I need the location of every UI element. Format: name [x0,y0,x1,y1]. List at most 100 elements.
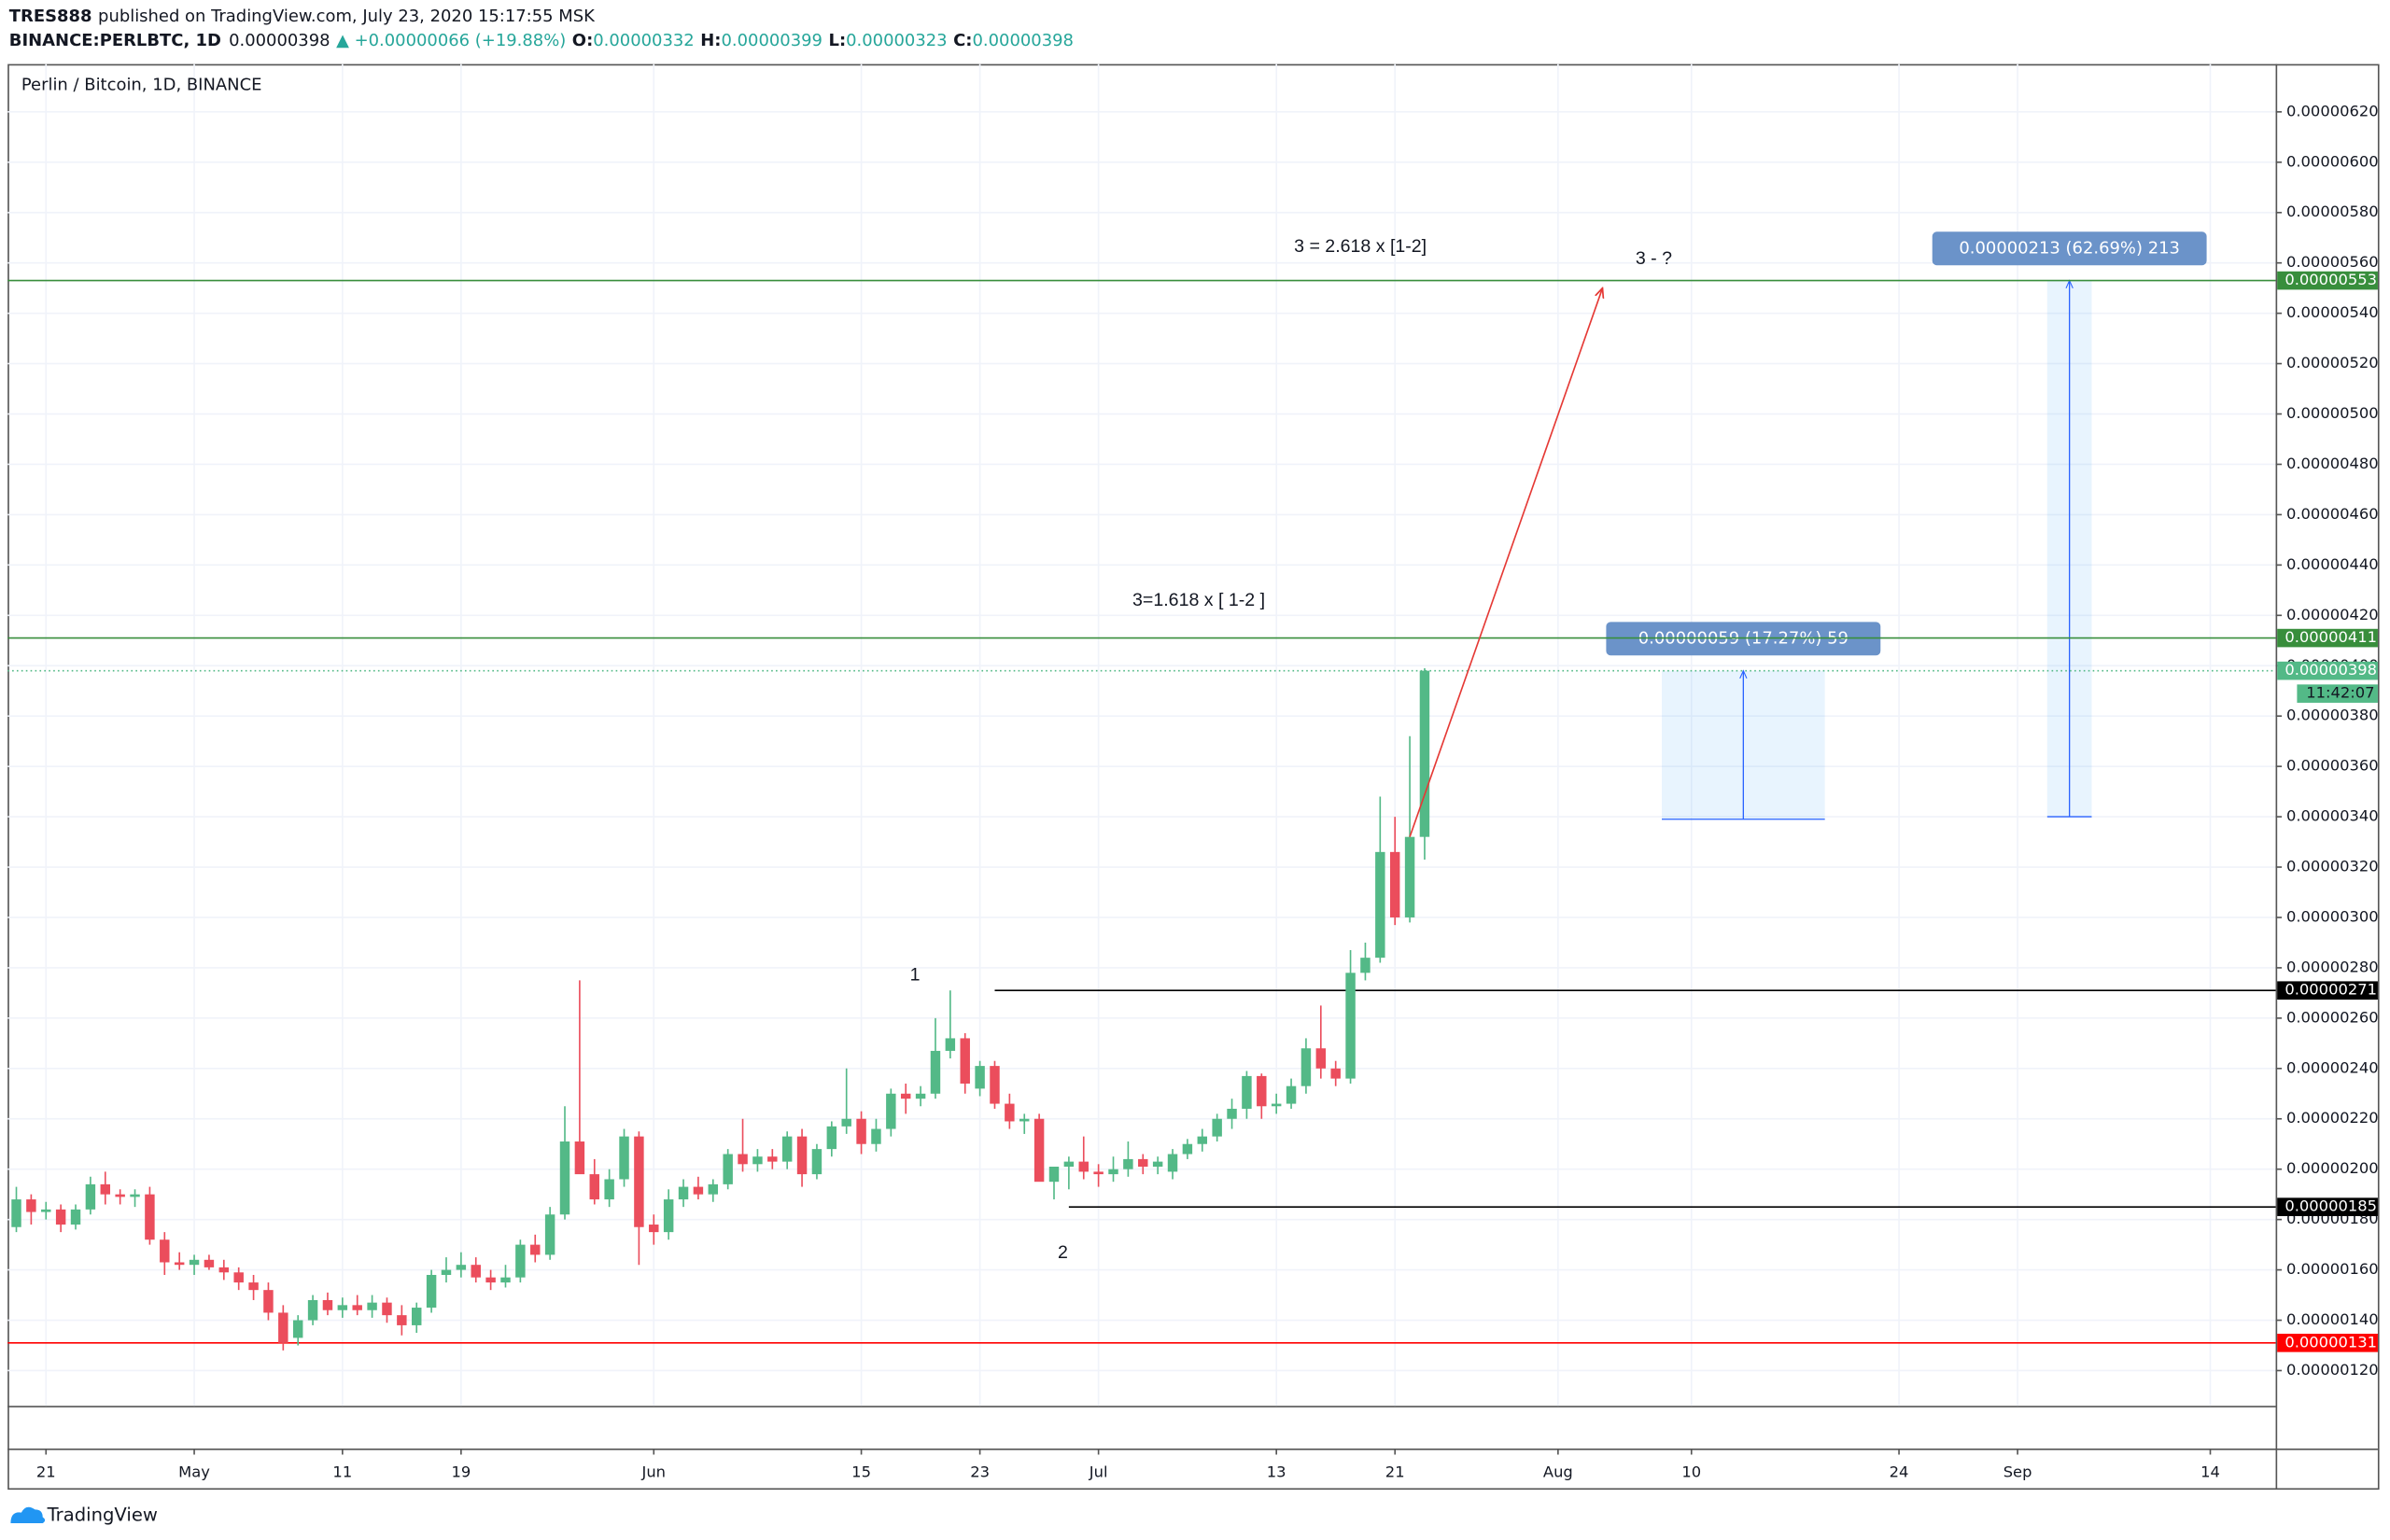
candle-body [1123,1158,1133,1169]
y-tick-label: 0.00000360 [2286,757,2379,775]
candle-body [441,1269,452,1275]
candle-body [337,1305,348,1310]
ohlc-value: 0.00000399 [721,31,822,50]
ohlc-key: O: [572,31,593,50]
candle-body [85,1183,96,1210]
candle-body [412,1308,422,1325]
candle-body [871,1128,881,1144]
candle-body [1315,1048,1327,1069]
y-tick-label: 0.00000560 [2286,253,2379,271]
x-tick-label: 11 [332,1463,352,1481]
candle-body [1212,1118,1222,1137]
ohlc-value: 0.00000323 [846,31,947,50]
candle-body [960,1038,970,1084]
x-tick-label: Sep [2003,1463,2032,1481]
footer-logo [10,1506,46,1524]
candle-body [160,1239,170,1263]
candle-body [826,1126,837,1150]
ohlc-key: H: [700,31,721,50]
candle-body [1048,1167,1060,1183]
x-tick-label: 15 [851,1463,871,1481]
candle-body [619,1136,629,1180]
candle-body [1286,1085,1297,1104]
level-label-box [2277,271,2378,290]
candle-body [1345,973,1356,1079]
y-tick-label: 0.00000320 [2286,858,2379,875]
x-tick-label: 21 [36,1463,56,1481]
candle-body [26,1199,36,1212]
level-label-box [2277,1334,2378,1352]
candle-body [530,1244,541,1255]
annotation: 2 [1058,1242,1068,1263]
annotation: 3 = 2.618 x [1-2] [1294,236,1427,257]
candle-body [975,1066,985,1089]
candle-body [900,1093,911,1099]
level-label: 0.00000553 [2285,271,2377,288]
candle-body [1078,1161,1089,1172]
candle-body [456,1265,467,1270]
candle-body [248,1282,259,1291]
ohlc-key: L: [829,31,847,50]
candle-body [856,1118,866,1144]
level-label: 0.00000271 [2285,981,2377,999]
candle-body [1108,1169,1118,1175]
candle-body [589,1174,599,1200]
candle-body [1419,670,1430,837]
candle-body [796,1136,808,1175]
x-tick-label: Jul [1089,1463,1108,1481]
candle-body [292,1320,303,1338]
x-tick-label: 13 [1267,1463,1286,1481]
candle-body [263,1290,274,1313]
candle-body [41,1209,51,1212]
annotation: 3=1.618 x [ 1-2 ] [1132,590,1265,610]
projection-arrow [1409,288,1602,837]
candle-body [930,1050,941,1094]
y-tick-label: 0.00000460 [2286,505,2379,523]
candle-body [1167,1154,1178,1172]
x-tick-label: 19 [451,1463,471,1481]
y-tick-label: 0.00000440 [2286,555,2379,573]
y-tick-label: 0.00000600 [2286,152,2379,170]
axes: 21 May 11 19 Jun 15 23 Jul 13 21 Aug 10 24 Sep 140.000… [36,102,2379,1480]
y-tick-label: 0.00000200 [2286,1159,2379,1177]
level-label: 0.00000185 [2285,1197,2377,1215]
x-tick-label: May [178,1463,210,1481]
y-tick-label: 0.00000140 [2286,1310,2379,1328]
level-label: 0.00000131 [2285,1333,2377,1351]
candle-body [218,1267,230,1273]
candle-body [723,1154,733,1184]
candle-body [634,1136,644,1227]
candle-body [307,1299,318,1321]
candle-body [471,1265,481,1278]
candle-body [767,1156,778,1162]
y-tick-label: 0.00000500 [2286,404,2379,422]
x-tick-label: 21 [1385,1463,1405,1481]
candle-body [1404,836,1415,917]
countdown-box [2297,684,2378,703]
y-tick-label: 0.00000580 [2286,203,2379,220]
candle-body [1271,1103,1282,1107]
y-tick-label: 0.00000480 [2286,455,2379,472]
ohlc-key: C: [953,31,972,50]
annotation: 3 - ? [1636,248,1672,269]
level-label-box [2277,1197,2378,1216]
candle-body [663,1199,674,1233]
y-tick-label: 0.00000280 [2286,958,2379,975]
candle-body [233,1272,244,1283]
candle-body [397,1315,407,1325]
chart-frame [7,63,2380,1491]
y-tick-label: 0.00000220 [2286,1109,2379,1127]
candle-body [100,1183,111,1195]
candle-body [322,1299,333,1310]
y-tick-label: 0.00000540 [2286,303,2379,321]
header-line-1: TRES888 published on TradingView.com, Jul… [9,7,596,26]
footer-brand: TradingView [47,1504,158,1525]
y-tick-label: 0.00000160 [2286,1260,2379,1278]
candle-body [130,1194,140,1197]
candle-body [1152,1161,1163,1168]
candle-body [738,1154,748,1165]
candle-body [1227,1108,1237,1119]
